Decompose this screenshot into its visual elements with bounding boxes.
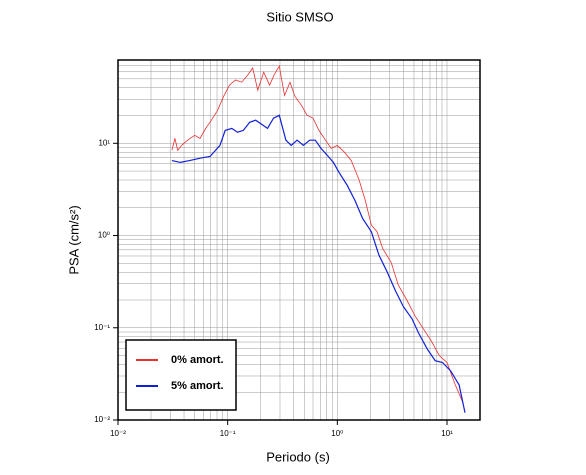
chart-title: Sitio SMSO xyxy=(266,9,333,24)
x-tick-label: 10¹ xyxy=(441,429,453,438)
data-line xyxy=(171,114,466,413)
x-tick-label: 10⁻¹ xyxy=(220,429,236,438)
data-line xyxy=(171,64,464,404)
y-axis-label: PSA (cm/s²) xyxy=(66,205,81,274)
x-tick-label: 10⁻² xyxy=(110,429,126,438)
y-tick-label: 10¹ xyxy=(98,138,110,147)
y-tick-label: 10⁰ xyxy=(98,231,110,240)
x-tick-label: 10⁰ xyxy=(331,429,343,438)
legend-label: 5% amort. xyxy=(171,380,224,392)
y-tick-label: 10⁻¹ xyxy=(94,323,110,332)
plot-frame xyxy=(117,59,481,421)
x-axis-label: Periodo (s) xyxy=(266,449,330,464)
y-tick-label: 10⁻² xyxy=(94,415,110,424)
legend-label: 0% amort. xyxy=(171,354,224,366)
legend-box xyxy=(125,339,237,411)
